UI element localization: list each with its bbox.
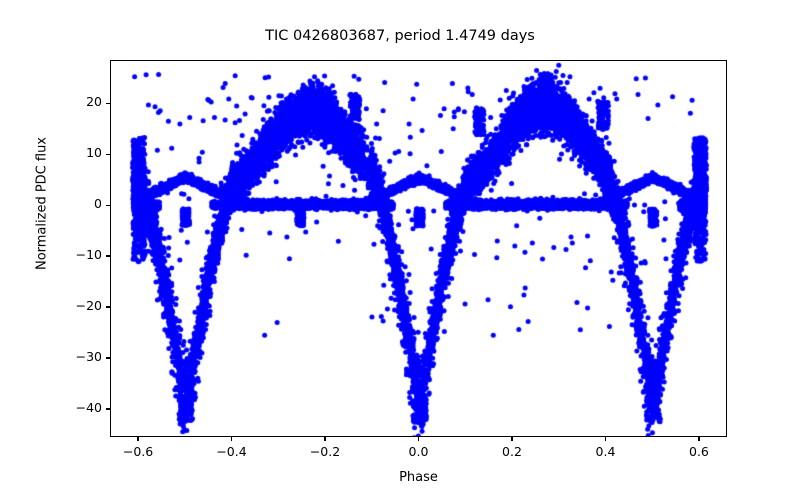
x-tick-label: 0.4 — [595, 444, 616, 459]
chart-title: TIC 0426803687, period 1.4749 days — [265, 28, 535, 44]
x-tick-label: 0.2 — [502, 444, 522, 459]
y-tick-label: −40 — [75, 399, 102, 415]
plot-axes — [110, 60, 727, 437]
y-axis-label-wrapper: Normalized PDC flux — [0, 0, 50, 270]
scatter-plot-canvas — [111, 61, 726, 436]
x-tick-label: −0.4 — [216, 444, 247, 459]
y-tick-mark — [106, 357, 110, 359]
x-tick-label: −0.6 — [122, 444, 154, 459]
y-tick-label: 10 — [86, 145, 102, 161]
x-tick-mark — [137, 437, 139, 441]
x-tick-label: 0.0 — [408, 444, 429, 459]
y-tick-mark — [106, 204, 110, 206]
x-tick-mark — [417, 437, 420, 441]
x-tick-label: 0.6 — [689, 444, 709, 459]
x-tick-mark — [604, 437, 607, 441]
y-tick-label: 0 — [94, 196, 102, 212]
y-tick-label: −10 — [75, 247, 102, 263]
x-tick-mark — [324, 437, 326, 441]
y-tick-mark — [106, 306, 110, 308]
x-tick-mark — [511, 437, 513, 441]
y-tick-label: −30 — [75, 349, 102, 365]
y-tick-mark — [106, 408, 110, 410]
y-tick-mark — [106, 102, 110, 104]
y-tick-label: 20 — [86, 94, 102, 110]
x-tick-label: −0.2 — [309, 444, 341, 459]
x-tick-mark — [698, 437, 700, 441]
x-axis-label: Phase — [399, 470, 438, 485]
x-tick-mark — [230, 437, 233, 441]
y-tick-mark — [106, 153, 110, 155]
y-tick-mark — [106, 255, 110, 257]
y-tick-label: −20 — [75, 298, 102, 314]
